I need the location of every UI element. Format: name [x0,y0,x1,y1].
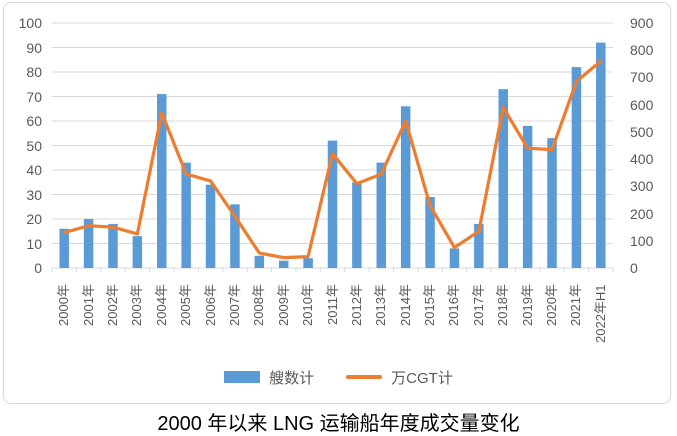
x-axis-label: 2006年 [202,284,218,326]
bar-2009年 [278,260,289,268]
x-axis-label: 2016年 [446,284,462,326]
left-axis-label: 30 [26,186,42,203]
bar-2006年 [205,184,216,268]
bar-2008年 [254,255,265,268]
x-axis-label: 2021年 [568,284,584,326]
bar-2011年 [327,140,338,268]
left-axis-label: 100 [18,15,42,31]
x-axis-label: 2017年 [470,284,486,326]
x-axis-label: 2012年 [348,284,364,326]
right-axis-label: 300 [630,178,654,195]
right-axis-label: 600 [630,96,654,113]
right-axis-label: 900 [630,15,654,31]
right-axis-label: 800 [630,42,654,59]
left-axis-label: 60 [26,113,42,129]
chart-title: 2000 年以来 LNG 运输船年度成交量变化 [157,413,520,435]
left-axis-label: 50 [26,137,42,154]
left-axis-label: 10 [26,235,42,252]
x-axis-label: 2022年H1 [592,284,608,343]
bar-series-swatch [224,371,261,383]
x-axis-label: 2011年 [324,284,340,325]
bar-2007年 [230,204,240,268]
bar-2002年 [108,223,118,268]
x-axis-label: 2019年 [519,284,535,326]
x-axis-label: 2013年 [373,284,389,326]
bar-2004年 [157,94,167,268]
x-axis-label: 2002年 [104,284,120,326]
bar-2017年 [474,223,484,268]
left-axis-label: 70 [26,88,42,105]
x-axis-label: 2000年 [56,284,72,326]
bar-2013年 [376,162,387,268]
bar-2003年 [132,236,143,268]
bar-2014年 [400,106,411,268]
bar-2001年 [83,219,94,268]
legend: 艘数计 万CGT计 [0,367,677,387]
left-axis-label: 90 [26,39,42,56]
x-axis-label: 2010年 [300,284,316,326]
x-axis-label: 2008年 [251,284,267,326]
bar-2019年 [522,125,533,269]
left-axis-label: 40 [26,162,42,178]
x-axis-label: 2015年 [422,284,438,326]
x-axis-label: 2014年 [397,284,413,326]
legend-label-line: 万CGT计 [391,369,453,387]
bar-2010年 [303,258,313,268]
left-axis-label: 0 [34,260,42,276]
x-axis-label: 2004年 [153,284,169,326]
right-axis-label: 500 [630,123,654,140]
cgt-line [62,59,603,260]
x-axis-label: 2001年 [80,284,96,326]
left-axis-label: 20 [26,211,42,227]
x-axis-label: 2020年 [544,284,560,326]
x-axis-label: 2009年 [275,284,291,326]
bar-2016年 [449,248,460,268]
left-axis-label: 80 [26,64,42,80]
bar-2018年 [498,89,508,269]
legend-label-bars: 艘数计 [269,369,315,387]
bar-2012年 [352,182,362,268]
bar-2020年 [547,138,557,268]
bar-2005年 [181,162,191,268]
legend-item-bars: 艘数计 [224,367,314,388]
x-axis-label: 2007年 [226,284,242,326]
right-axis-label: 100 [630,232,654,249]
bar-2015年 [425,196,435,268]
bar-2022年H1 [596,42,606,268]
right-axis-label: 0 [630,260,638,276]
x-axis-label: 2005年 [178,284,194,326]
line-series-swatch [346,375,383,379]
bar-2000年 [59,228,69,268]
right-axis-label: 400 [630,151,654,168]
right-axis-label: 200 [630,205,654,222]
right-axis-label: 700 [630,69,654,86]
bar-2021年 [571,67,582,268]
x-axis-label: 2018年 [495,284,511,326]
x-axis-label: 2003年 [129,284,145,326]
legend-item-line: 万CGT计 [346,367,453,388]
